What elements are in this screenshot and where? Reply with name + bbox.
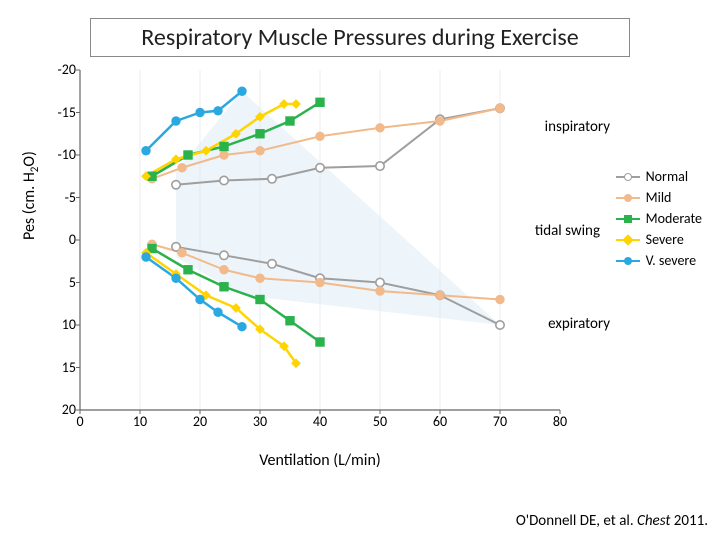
plot-region: inspiratory tidal swing expiratory	[80, 70, 560, 410]
y-tick-label: 0	[50, 233, 76, 247]
legend-label: Severe	[646, 231, 684, 248]
chart-title: Respiratory Muscle Pressures during Exer…	[141, 23, 578, 52]
y-axis-label: Pes (cm. H2O)	[20, 151, 41, 240]
x-axis-label: Ventilation (L/min)	[80, 451, 560, 470]
chart-title-box: Respiratory Muscle Pressures during Exer…	[90, 18, 630, 57]
legend-label: V. severe	[646, 252, 696, 269]
x-tick-label: 20	[185, 413, 215, 430]
y-tick-label: 5	[50, 276, 76, 290]
x-tick-label: 50	[365, 413, 395, 430]
annot-tidal: tidal swing	[535, 222, 600, 240]
y-tick-label: -10	[50, 148, 76, 162]
legend-label: Mild	[646, 189, 672, 206]
y-tick-label: -15	[50, 106, 76, 120]
legend-item: Normal	[616, 168, 702, 185]
legend-item: Severe	[616, 231, 702, 248]
x-tick-label: 80	[545, 413, 575, 430]
y-tick-label: 15	[50, 361, 76, 375]
annot-expiratory: expiratory	[548, 315, 610, 333]
legend-item: V. severe	[616, 252, 702, 269]
x-tick-label: 70	[485, 413, 515, 430]
legend-item: Mild	[616, 189, 702, 206]
x-tick-label: 30	[245, 413, 275, 430]
chart-area: Pes (cm. H2O) inspiratory tidal swing ex…	[30, 70, 590, 470]
y-tick-label: -20	[50, 63, 76, 77]
annot-inspiratory: inspiratory	[545, 118, 610, 136]
x-tick-label: 0	[65, 413, 95, 430]
x-tick-label: 40	[305, 413, 335, 430]
plot-svg	[75, 68, 565, 418]
citation: O'Donnell DE, et al. Chest 2011.	[516, 512, 708, 530]
x-tick-label: 60	[425, 413, 455, 430]
legend-label: Normal	[646, 168, 688, 185]
y-tick-label: 10	[50, 318, 76, 332]
y-tick-label: -5	[50, 191, 76, 205]
x-tick-label: 10	[125, 413, 155, 430]
legend-label: Moderate	[646, 210, 702, 227]
legend-item: Moderate	[616, 210, 702, 227]
legend: Normal Mild Moderate Severe V. severe	[616, 168, 702, 273]
